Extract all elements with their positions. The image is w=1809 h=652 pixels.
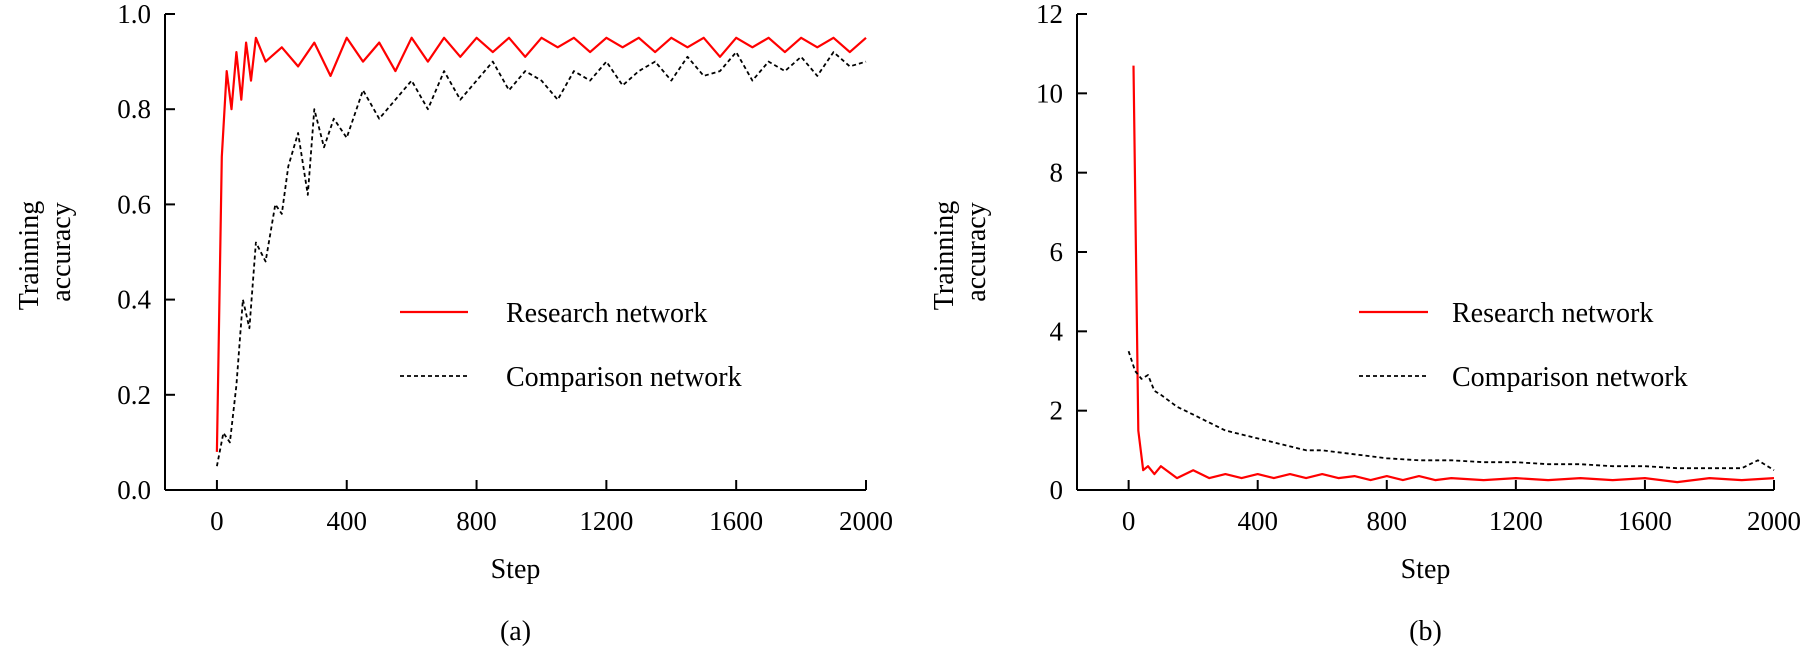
chart-b-legend-label-comparison: Comparison network	[1452, 362, 1688, 393]
chart-b-x-tick-label: 1200	[1489, 506, 1543, 536]
chart-b-y-axis-title-line1: Trainning	[929, 201, 960, 310]
chart-a-panel-label: (a)	[500, 616, 531, 647]
chart-b-x-axis-title: Step	[1401, 554, 1451, 585]
chart-a-x-tick-label: 800	[456, 506, 497, 536]
chart-a-x-axis-title: Step	[491, 554, 541, 585]
chart-a-y-axis-title-line1: Trainning	[14, 201, 45, 310]
chart-b-panel-label: (b)	[1409, 616, 1442, 647]
chart-b-y-axis-title: Trainning accuracy	[929, 194, 992, 310]
chart-b-x-tick-label: 1600	[1618, 506, 1672, 536]
chart-a-y-tick-label: 0.0	[117, 475, 151, 505]
chart-a-y-axis-title: Trainning accuracy	[14, 194, 77, 310]
chart-a-x-tick-label: 400	[326, 506, 367, 536]
chart-a-y-tick-label: 0.8	[117, 94, 151, 124]
chart-b: 0 400 800 1200 1600 2000 0 2 4 6 8 10 12 Step Trainn…	[929, 0, 1801, 647]
chart-b-y-tick-label: 10	[1036, 78, 1063, 108]
chart-a-y-axis-title-line2: accuracy	[46, 202, 77, 301]
chart-b-y-tick-label: 0	[1050, 475, 1064, 505]
chart-b-legend-label-research: Research network	[1452, 298, 1653, 329]
chart-b-legend: Research network Comparison network	[1359, 298, 1688, 393]
chart-a-y-tick-label: 1.0	[117, 0, 151, 29]
chart-a-marks	[215, 36, 867, 467]
chart-a-x-tick-label: 2000	[839, 506, 893, 536]
chart-b-y-tick-label: 4	[1050, 316, 1064, 346]
chart-a-x-tick-label: 1200	[579, 506, 633, 536]
chart-b-series-comparison-line	[1127, 350, 1775, 471]
chart-b-y-tick-label: 12	[1036, 0, 1063, 29]
chart-a-y-tick-label: 0.6	[117, 189, 151, 219]
chart-a-y-tick-label: 0.4	[117, 285, 151, 315]
chart-a-legend-label-comparison: Comparison network	[506, 362, 742, 393]
chart-b-y-tick-label: 8	[1050, 158, 1064, 188]
chart-b-y-tick-label: 6	[1050, 237, 1064, 267]
chart-a-y-tick-label: 0.2	[117, 380, 151, 410]
chart-a-x-tick-label: 1600	[709, 506, 763, 536]
chart-b-x-tick-label: 2000	[1747, 506, 1801, 536]
chart-b-marks	[1127, 65, 1775, 484]
chart-b-ticks: 0 400 800 1200 1600 2000 0 2 4 6 8 10 12	[1036, 0, 1801, 536]
chart-a-legend-label-research: Research network	[506, 298, 707, 329]
chart-a-series-comparison-line	[216, 51, 867, 467]
chart-b-x-tick-label: 0	[1122, 506, 1136, 536]
chart-a-x-tick-label: 0	[210, 506, 224, 536]
chart-b-y-tick-label: 2	[1050, 396, 1064, 426]
chart-a-series-research-line	[215, 36, 867, 452]
chart-b-series-research-line	[1132, 65, 1775, 484]
chart-a: 0 400 800 1200 1600 2000 0.0 0.2 0.4 0.6 0.8 1.0 St…	[14, 0, 893, 647]
chart-b-x-tick-label: 400	[1237, 506, 1278, 536]
chart-b-x-tick-label: 800	[1367, 506, 1408, 536]
chart-b-y-axis-title-line2: accuracy	[961, 202, 992, 301]
chart-a-legend: Research network Comparison network	[400, 298, 742, 393]
chart-a-ticks: 0 400 800 1200 1600 2000 0.0 0.2 0.4 0.6 0.8 1.0	[117, 0, 893, 536]
